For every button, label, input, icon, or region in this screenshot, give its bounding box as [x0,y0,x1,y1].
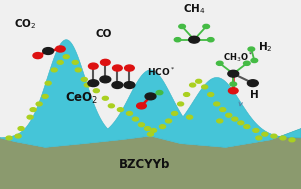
Circle shape [63,55,69,59]
Circle shape [36,102,42,106]
Circle shape [15,134,21,138]
Text: CO: CO [96,29,112,39]
Circle shape [184,93,190,96]
Circle shape [102,96,108,100]
Circle shape [244,61,250,65]
Circle shape [147,132,154,136]
Text: CO$_2$: CO$_2$ [14,18,37,32]
Circle shape [108,104,114,108]
Circle shape [280,136,286,140]
Circle shape [208,93,214,96]
Polygon shape [0,40,301,147]
Circle shape [145,93,156,100]
Circle shape [72,60,78,64]
Circle shape [125,65,134,71]
Circle shape [88,63,98,69]
Circle shape [189,36,200,43]
Circle shape [112,82,123,88]
Circle shape [179,24,185,29]
Circle shape [101,59,110,65]
Circle shape [228,88,238,94]
Circle shape [27,115,33,119]
Circle shape [247,80,258,87]
Text: H$_2$: H$_2$ [258,40,272,54]
Circle shape [174,38,181,42]
Circle shape [138,123,144,127]
Circle shape [81,77,87,81]
Circle shape [43,48,54,54]
Circle shape [172,112,178,115]
Circle shape [124,82,135,88]
Circle shape [156,91,163,95]
Circle shape [42,94,48,98]
Text: CH$_3$O$^*$: CH$_3$O$^*$ [223,50,253,64]
Circle shape [196,79,202,83]
Circle shape [132,117,138,121]
Text: HCO$^*$: HCO$^*$ [147,66,175,78]
Circle shape [178,102,184,106]
Circle shape [51,68,57,72]
Circle shape [33,53,43,59]
Polygon shape [0,129,301,189]
Circle shape [244,125,250,129]
Circle shape [190,83,196,87]
Circle shape [251,58,258,63]
Circle shape [160,125,166,129]
Circle shape [238,121,244,125]
Circle shape [166,119,172,123]
Circle shape [253,129,259,132]
Circle shape [100,76,111,83]
Circle shape [30,108,36,112]
Circle shape [45,81,51,85]
Circle shape [220,108,226,112]
Circle shape [248,47,255,51]
Circle shape [216,61,223,65]
Circle shape [93,89,99,93]
Circle shape [228,70,239,77]
Circle shape [18,127,24,130]
Circle shape [214,102,220,106]
Circle shape [262,132,268,136]
Circle shape [75,68,81,72]
Circle shape [187,115,193,119]
Text: CeO$_2$: CeO$_2$ [65,91,98,106]
Circle shape [150,129,157,132]
Text: H: H [250,90,259,99]
Circle shape [137,103,146,109]
Circle shape [88,80,99,87]
Circle shape [203,24,209,29]
Text: CH$_4$: CH$_4$ [183,2,206,16]
Circle shape [230,82,237,86]
Circle shape [144,127,150,130]
Circle shape [84,83,90,87]
Circle shape [289,138,295,142]
Circle shape [207,38,214,42]
Circle shape [202,85,208,89]
Circle shape [271,134,277,138]
Text: BZCYYb: BZCYYb [119,158,170,171]
Circle shape [6,136,12,140]
Circle shape [56,46,65,52]
Circle shape [57,60,63,64]
Circle shape [256,136,262,140]
Circle shape [117,108,123,112]
Circle shape [217,119,223,123]
Circle shape [126,112,132,115]
Circle shape [232,117,238,121]
Circle shape [226,113,232,117]
Circle shape [113,65,122,71]
